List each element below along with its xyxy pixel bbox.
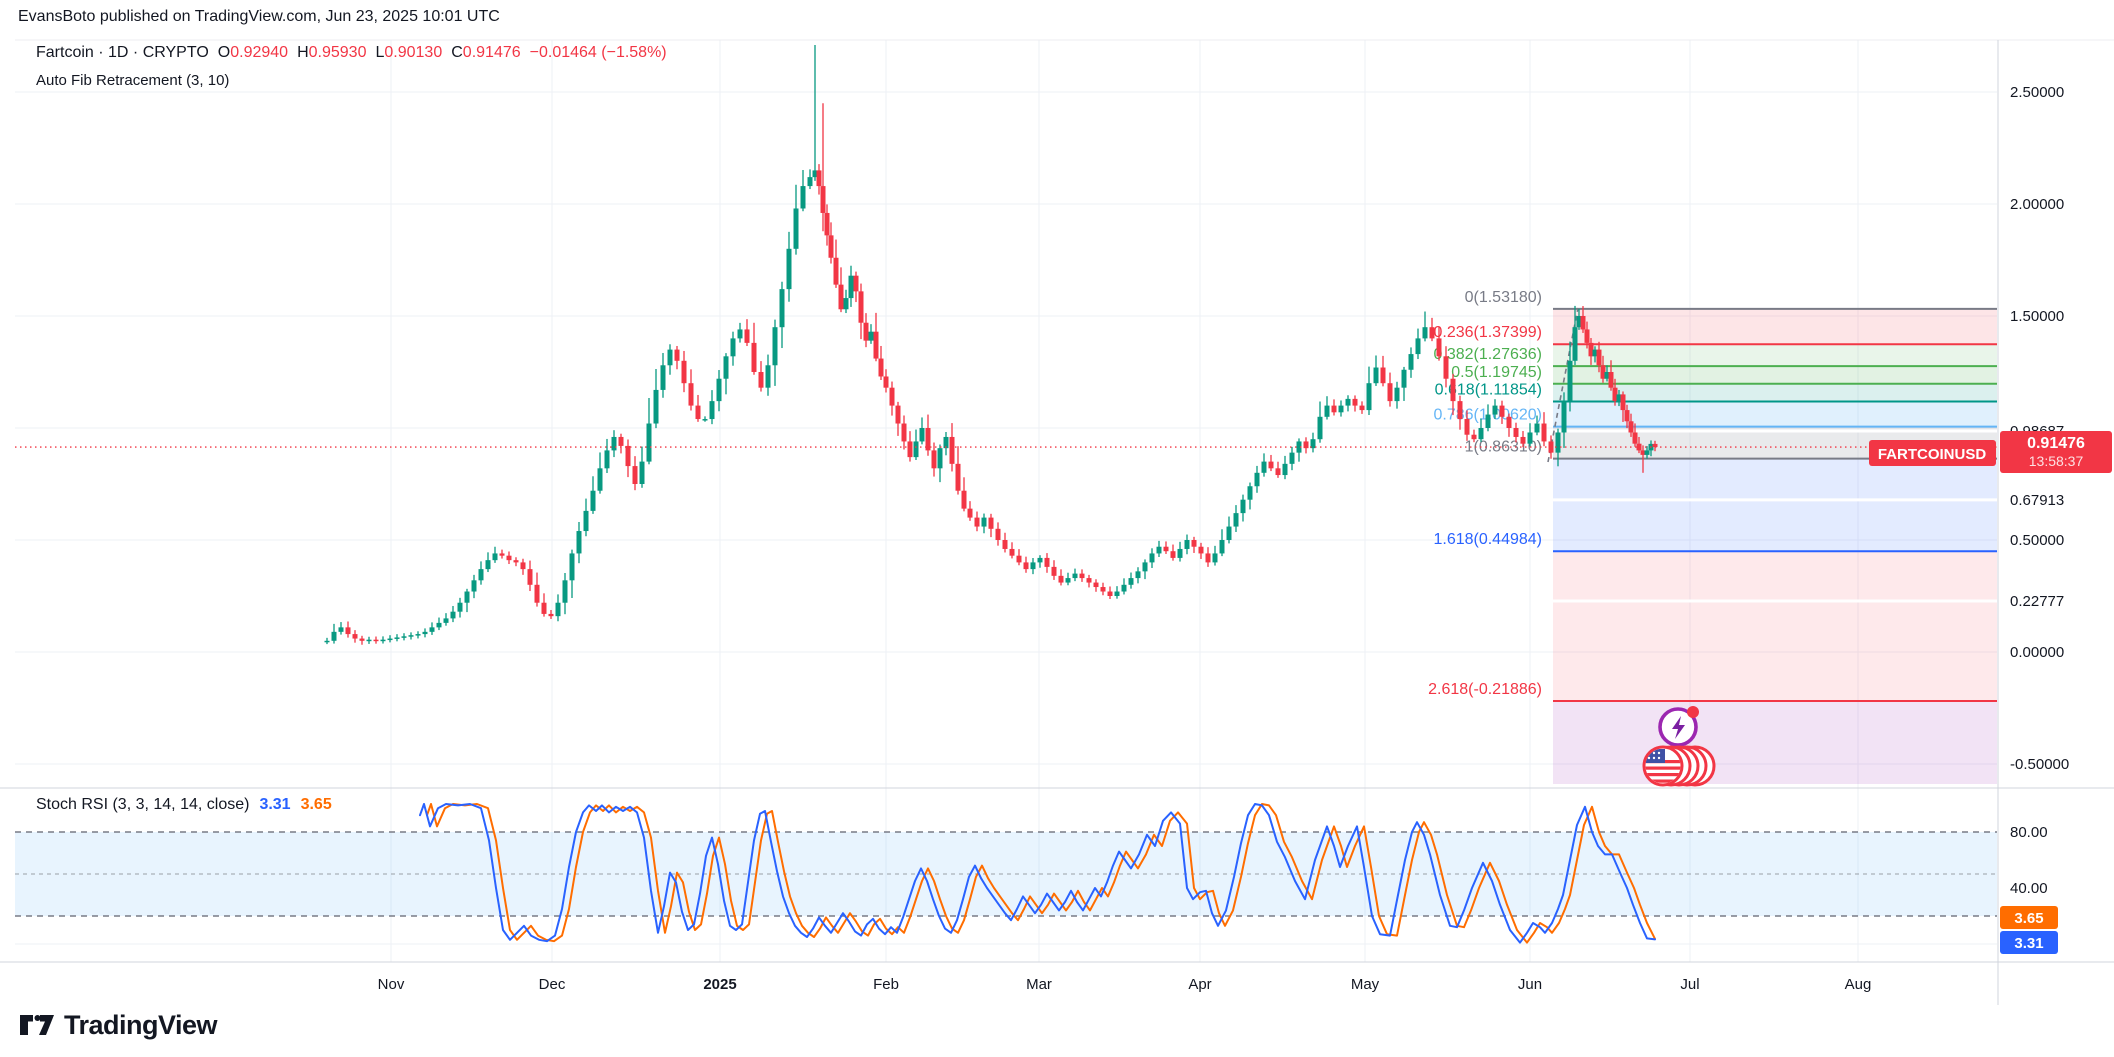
fartcoin-usd-coin-stack-icon — [1642, 745, 1716, 787]
svg-text:0.50000: 0.50000 — [2010, 532, 2064, 549]
svg-text:May: May — [1351, 976, 1380, 993]
svg-text:-0.50000: -0.50000 — [2010, 756, 2069, 773]
symbol-price-tag: FARTCOINUSD — [1869, 440, 1996, 466]
stoch-d-line[interactable] — [426, 803, 1656, 944]
svg-text:2.618(-0.21886): 2.618(-0.21886) — [1428, 681, 1542, 698]
change-value: −0.01464 (−1.58%) — [529, 44, 667, 61]
svg-text:1.50000: 1.50000 — [2010, 308, 2064, 325]
svg-text:FARTCOINUSD: FARTCOINUSD — [1878, 446, 1987, 463]
symbol-legend-row[interactable]: Fartcoin · 1D · CRYPTO O0.92940 H0.95930… — [36, 44, 667, 62]
ohlc-high: H0.95930 — [297, 44, 367, 61]
svg-text:0.618(1.11854): 0.618(1.11854) — [1435, 381, 1542, 398]
svg-text:Apr: Apr — [1188, 976, 1211, 993]
svg-text:0.22777: 0.22777 — [2010, 593, 2064, 610]
svg-text:Nov: Nov — [378, 976, 405, 993]
tradingview-logo-icon — [20, 1014, 54, 1035]
fib-indicator-legend-row[interactable]: Auto Fib Retracement (3, 10) — [36, 72, 229, 89]
svg-text:2025: 2025 — [703, 976, 736, 993]
svg-text:0.67913: 0.67913 — [2010, 492, 2064, 509]
stoch-d-legend-value: 3.65 — [300, 796, 332, 813]
stoch-rsi-title: Stoch RSI (3, 3, 14, 14, close) — [36, 796, 250, 813]
stoch-rsi-legend-row[interactable]: Stoch RSI (3, 3, 14, 14, close) 3.31 3.6… — [36, 796, 332, 814]
svg-text:0.382(1.27636): 0.382(1.27636) — [1433, 346, 1542, 363]
svg-text:Feb: Feb — [873, 976, 899, 993]
stoch-d-tag: 3.65 — [2000, 906, 2058, 929]
fib-extra-levels — [1553, 429, 1997, 603]
svg-text:0.00000: 0.00000 — [2010, 644, 2064, 661]
spark-lightning-icon — [1658, 706, 1699, 747]
stoch-k-line[interactable] — [419, 803, 1656, 944]
stoch-k-legend-value: 3.31 — [259, 796, 291, 813]
pane-borders — [0, 39, 2114, 1005]
tradingview-watermark[interactable]: TradingView — [20, 1010, 218, 1041]
symbol-title: Fartcoin · 1D · CRYPTO — [36, 44, 209, 61]
svg-text:0.5(1.19745): 0.5(1.19745) — [1451, 364, 1542, 381]
svg-text:Jul: Jul — [1680, 976, 1699, 993]
svg-text:Jun: Jun — [1518, 976, 1542, 993]
svg-text:2.00000: 2.00000 — [2010, 196, 2064, 213]
svg-text:0.91476: 0.91476 — [2027, 435, 2085, 452]
stoch-axis[interactable]: 80.00 40.00 — [2010, 824, 2048, 897]
fib-level-lines[interactable] — [1553, 307, 1997, 703]
svg-text:Dec: Dec — [539, 976, 566, 993]
fib-level-labels: 0(1.53180)0.236(1.37399)0.382(1.27636)0.… — [1428, 289, 1542, 698]
svg-text:Aug: Aug — [1845, 976, 1872, 993]
svg-text:2.50000: 2.50000 — [2010, 84, 2064, 101]
time-axis[interactable]: Nov Dec 2025 Feb Mar Apr May Jun Jul Aug — [378, 976, 1872, 993]
svg-text:0.236(1.37399): 0.236(1.37399) — [1433, 324, 1542, 341]
published-header: EvansBoto published on TradingView.com, … — [18, 8, 500, 25]
svg-text:3.31: 3.31 — [2014, 935, 2043, 952]
svg-text:0(1.53180): 0(1.53180) — [1465, 289, 1542, 306]
stoch-k-tag: 3.31 — [2000, 931, 2058, 954]
svg-text:80.00: 80.00 — [2010, 824, 2048, 841]
svg-text:13:58:37: 13:58:37 — [2029, 453, 2084, 469]
symbol-pair-icons — [1642, 706, 1716, 787]
svg-text:1.618(0.44984): 1.618(0.44984) — [1433, 531, 1542, 548]
price-axis[interactable]: 2.50000 2.00000 1.50000 0.50000 0.00000 -0.50… — [2010, 84, 2069, 773]
ohlc-close: C0.91476 — [451, 44, 521, 61]
gridlines — [15, 40, 1997, 962]
svg-text:40.00: 40.00 — [2010, 880, 2048, 897]
ohlc-low: L0.90130 — [375, 44, 443, 61]
ohlc-open: O0.92940 — [217, 44, 289, 61]
brand-name: TradingView — [64, 1010, 218, 1040]
fib-indicator-title: Auto Fib Retracement (3, 10) — [36, 72, 230, 89]
svg-text:Mar: Mar — [1026, 976, 1052, 993]
candles-layer[interactable] — [324, 44, 1658, 645]
svg-text:3.65: 3.65 — [2014, 910, 2043, 927]
fib-bands — [1553, 308, 1997, 784]
